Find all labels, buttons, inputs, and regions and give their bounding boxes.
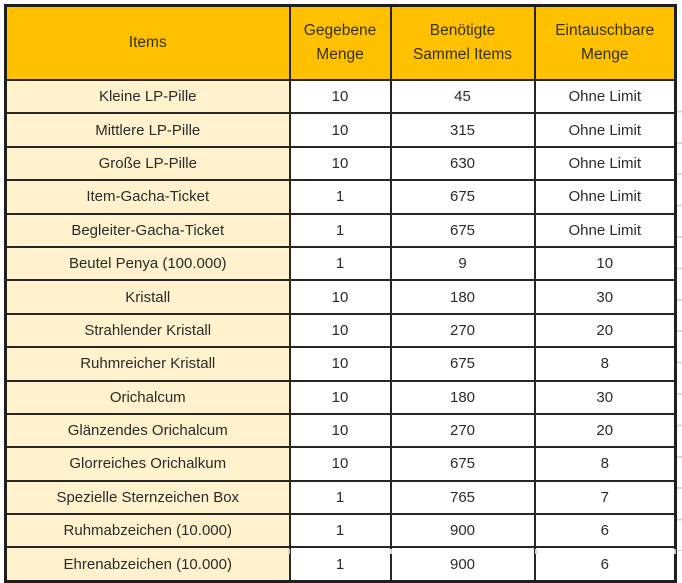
item-name-cell: Orichalcum xyxy=(4,379,291,415)
grid-line-stub xyxy=(535,549,537,554)
given-amount-cell: 10 xyxy=(288,312,392,349)
item-name-cell: Strahlender Kristall xyxy=(4,312,291,349)
exchange-limit-cell: Ohne Limit xyxy=(533,112,677,148)
needed-items-cell: 45 xyxy=(389,78,536,115)
exchange-limit-cell: 30 xyxy=(533,379,677,415)
item-name-cell: Ruhmabzeichen (10.000) xyxy=(4,513,291,549)
needed-items-cell: 900 xyxy=(389,546,536,583)
header-row: Items Gegebene Menge Benötigte Sammel Item… xyxy=(4,4,677,81)
exchange-limit-cell: Ohne Limit xyxy=(533,212,677,248)
exchange-limit-cell: 30 xyxy=(533,279,677,315)
given-amount-cell: 1 xyxy=(288,546,392,583)
needed-items-cell: 630 xyxy=(389,145,536,182)
item-name-cell: Item-Gacha-Ticket xyxy=(4,179,291,215)
table-row: Begleiter-Gacha-Ticket 1 675 Ohne Limit xyxy=(4,212,677,248)
column-header-given-amount: Gegebene Menge xyxy=(288,4,392,81)
table-header: Items Gegebene Menge Benötigte Sammel Item… xyxy=(4,4,677,81)
item-name-cell: Kristall xyxy=(4,279,291,315)
needed-items-cell: 675 xyxy=(389,346,536,382)
given-amount-cell: 1 xyxy=(288,212,392,248)
item-name-cell: Begleiter-Gacha-Ticket xyxy=(4,212,291,248)
item-name-cell: Beutel Penya (100.000) xyxy=(4,245,291,282)
item-name-cell: Kleine LP-Pille xyxy=(4,78,291,115)
needed-items-cell: 900 xyxy=(389,513,536,549)
item-name-cell: Große LP-Pille xyxy=(4,145,291,182)
column-header-items: Items xyxy=(4,4,291,81)
table-row: Große LP-Pille 10 630 Ohne Limit xyxy=(4,145,677,182)
given-amount-cell: 10 xyxy=(288,145,392,182)
table-row: Spezielle Sternzeichen Box 1 765 7 xyxy=(4,479,677,516)
exchange-limit-cell: 6 xyxy=(533,546,677,583)
exchange-limit-cell: 6 xyxy=(533,513,677,549)
needed-items-cell: 675 xyxy=(389,446,536,482)
exchange-limit-cell: 8 xyxy=(533,446,677,482)
table-row: Ruhmabzeichen (10.000) 1 900 6 xyxy=(4,513,677,549)
needed-items-cell: 180 xyxy=(389,279,536,315)
item-name-cell: Glänzendes Orichalcum xyxy=(4,412,291,449)
table-row: Mittlere LP-Pille 10 315 Ohne Limit xyxy=(4,112,677,148)
exchange-limit-cell: 8 xyxy=(533,346,677,382)
exchange-limit-cell: Ohne Limit xyxy=(533,78,677,115)
grid-line-stub xyxy=(390,549,392,554)
grid-line-stub xyxy=(288,549,290,554)
item-name-cell: Ehrenabzeichen (10.000) xyxy=(4,546,291,583)
needed-items-cell: 270 xyxy=(389,312,536,349)
given-amount-cell: 10 xyxy=(288,446,392,482)
exchange-limit-cell: 20 xyxy=(533,412,677,449)
needed-items-cell: 180 xyxy=(389,379,536,415)
item-name-cell: Ruhmreicher Kristall xyxy=(4,346,291,382)
item-name-cell: Mittlere LP-Pille xyxy=(4,112,291,148)
grid-line-stub xyxy=(677,81,682,551)
header-label: Benötigte xyxy=(429,22,496,39)
column-header-needed-collect-items: Benötigte Sammel Items xyxy=(389,4,536,81)
given-amount-cell: 10 xyxy=(288,346,392,382)
item-name-cell: Glorreiches Orichalkum xyxy=(4,446,291,482)
table-row: Item-Gacha-Ticket 1 675 Ohne Limit xyxy=(4,179,677,215)
given-amount-cell: 1 xyxy=(288,513,392,549)
exchange-table: Items Gegebene Menge Benötigte Sammel Item… xyxy=(4,4,677,583)
needed-items-cell: 675 xyxy=(389,212,536,248)
needed-items-cell: 765 xyxy=(389,479,536,516)
table-row: Kleine LP-Pille 10 45 Ohne Limit xyxy=(4,78,677,115)
exchange-limit-cell: 7 xyxy=(533,479,677,516)
table-row: Orichalcum 10 180 30 xyxy=(4,379,677,415)
needed-items-cell: 9 xyxy=(389,245,536,282)
table-body: Kleine LP-Pille 10 45 Ohne Limit Mittler… xyxy=(4,78,677,583)
header-label: Items xyxy=(128,34,167,51)
table-row: Glorreiches Orichalkum 10 675 8 xyxy=(4,446,677,482)
given-amount-cell: 10 xyxy=(288,412,392,449)
given-amount-cell: 1 xyxy=(288,479,392,516)
exchange-limit-cell: 20 xyxy=(533,312,677,349)
exchange-limit-cell: 10 xyxy=(533,245,677,282)
table-row: Ehrenabzeichen (10.000) 1 900 6 xyxy=(4,546,677,583)
needed-items-cell: 675 xyxy=(389,179,536,215)
table-row: Beutel Penya (100.000) 1 9 10 xyxy=(4,245,677,282)
table-row: Kristall 10 180 30 xyxy=(4,279,677,315)
given-amount-cell: 10 xyxy=(288,112,392,148)
needed-items-cell: 270 xyxy=(389,412,536,449)
given-amount-cell: 1 xyxy=(288,179,392,215)
grid-line-stub xyxy=(674,549,676,554)
table-row: Strahlender Kristall 10 270 20 xyxy=(4,312,677,349)
needed-items-cell: 315 xyxy=(389,112,536,148)
given-amount-cell: 10 xyxy=(288,279,392,315)
column-header-exchange-limit: Eintauschbare Menge xyxy=(533,4,677,81)
given-amount-cell: 1 xyxy=(288,245,392,282)
table-row: Ruhmreicher Kristall 10 675 8 xyxy=(4,346,677,382)
header-label: Gegebene xyxy=(303,22,377,39)
given-amount-cell: 10 xyxy=(288,78,392,115)
given-amount-cell: 10 xyxy=(288,379,392,415)
exchange-limit-cell: Ohne Limit xyxy=(533,179,677,215)
item-name-cell: Spezielle Sternzeichen Box xyxy=(4,479,291,516)
table-row: Glänzendes Orichalcum 10 270 20 xyxy=(4,412,677,449)
header-label: Eintauschbare xyxy=(555,22,655,39)
exchange-limit-cell: Ohne Limit xyxy=(533,145,677,182)
